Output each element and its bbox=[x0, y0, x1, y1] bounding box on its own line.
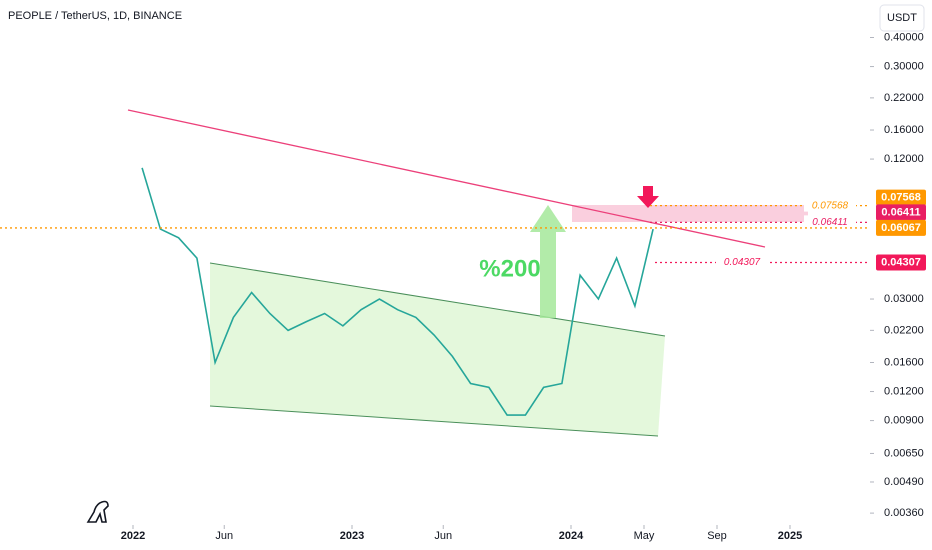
y-tick-label: 0.00650 bbox=[884, 447, 924, 459]
logo bbox=[86, 500, 109, 523]
y-tick-label: 0.30000 bbox=[884, 60, 924, 72]
y-tick-label: 0.40000 bbox=[884, 31, 924, 43]
y-tick-label: 0.03000 bbox=[884, 293, 924, 305]
trend-line bbox=[127, 109, 766, 248]
x-tick-label: 2024 bbox=[559, 530, 584, 542]
x-tick-label: Jun bbox=[434, 530, 452, 542]
x-tick-label: May bbox=[634, 530, 655, 542]
y-tick-label: 0.22000 bbox=[884, 92, 924, 104]
price-badge bbox=[876, 189, 926, 206]
y-tick-label: 0.00900 bbox=[884, 415, 924, 427]
price-level-label-bg bbox=[804, 215, 856, 229]
y-tick-label: 0.00360 bbox=[884, 507, 924, 519]
price-badge-label: 0.07568 bbox=[881, 192, 921, 204]
price-badge bbox=[876, 219, 926, 236]
price-badge bbox=[876, 204, 926, 221]
price-level-label: 0.07568 bbox=[812, 200, 849, 211]
wedge-bottom bbox=[209, 405, 659, 437]
chart-title: PEOPLE / TetherUS, 1D, BINANCE bbox=[8, 10, 182, 22]
y-tick-label: 0.01200 bbox=[884, 385, 924, 397]
x-tick-label: 2025 bbox=[778, 530, 802, 542]
y-tick-label: 0.01600 bbox=[884, 356, 924, 368]
x-tick-label: 2023 bbox=[340, 530, 364, 542]
up-arrow bbox=[530, 205, 566, 318]
y-tick-label: 0.16000 bbox=[884, 124, 924, 136]
price-badge-label: 0.06067 bbox=[881, 222, 921, 234]
price-level-label-bg bbox=[716, 255, 768, 269]
y-tick-label: 0.12000 bbox=[884, 153, 924, 165]
y-tick-label: 0.02200 bbox=[884, 324, 924, 336]
price-level-label: 0.04307 bbox=[724, 257, 761, 268]
price-level-label: 0.06411 bbox=[812, 217, 847, 228]
price-line bbox=[141, 167, 654, 416]
price-level-label-bg bbox=[804, 198, 856, 212]
down-arrow bbox=[637, 186, 659, 208]
currency[interactable]: USDT bbox=[887, 12, 917, 24]
annotation: %200 bbox=[479, 255, 540, 282]
x-tick-label: 2022 bbox=[121, 530, 145, 542]
wedge-zone bbox=[210, 263, 665, 436]
price-badge-label: 0.06411 bbox=[881, 206, 920, 218]
price-badge-label: 0.04307 bbox=[881, 256, 921, 268]
y-tick-label: 0.00490 bbox=[884, 476, 924, 488]
x-tick-label: Jun bbox=[215, 530, 233, 542]
wedge-top bbox=[209, 262, 666, 337]
price-badge bbox=[876, 254, 926, 271]
x-tick-label: Sep bbox=[707, 530, 727, 542]
currency-button[interactable] bbox=[879, 4, 925, 32]
